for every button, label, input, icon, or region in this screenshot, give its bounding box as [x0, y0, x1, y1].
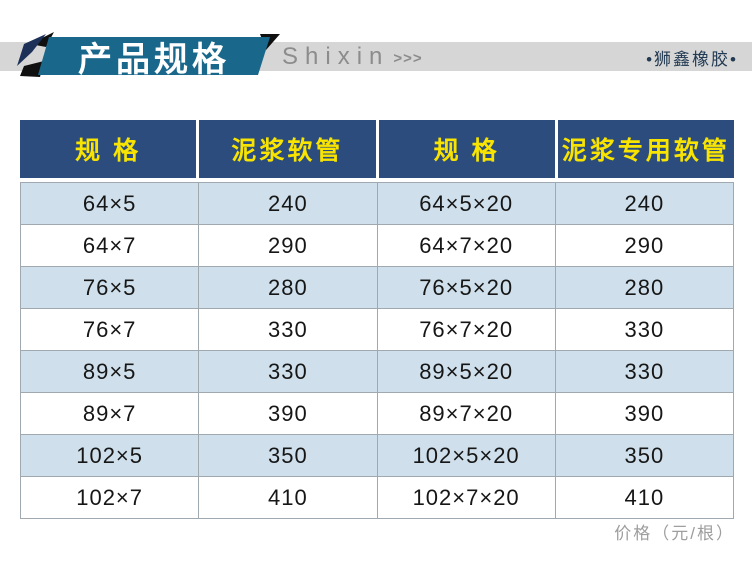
- spec-cell: 89×7: [19, 392, 200, 435]
- table-row: 89×7 390 89×7×20 390: [19, 392, 735, 435]
- table-row: 76×5 280 76×5×20 280: [19, 266, 735, 309]
- chevrons-right-icon: >>>: [393, 50, 423, 67]
- spec-cell: 76×5: [19, 266, 200, 309]
- spec-cell: 89×5×20: [376, 350, 556, 393]
- price-cell: 350: [198, 434, 378, 477]
- spec-cell: 102×5×20: [376, 434, 556, 477]
- price-cell: 330: [554, 308, 735, 351]
- price-cell: 240: [554, 182, 735, 225]
- table-row: 64×5 240 64×5×20 240: [19, 182, 735, 225]
- brand-latin-word: Shixin: [282, 43, 390, 70]
- spec-cell: 64×7×20: [376, 224, 556, 267]
- title-plate: [38, 37, 270, 75]
- spec-cell: 102×7: [19, 476, 200, 519]
- spec-cell: 102×7×20: [376, 476, 556, 519]
- spec-cell: 64×5: [19, 182, 200, 225]
- price-unit-note: 价格（元/根）: [614, 524, 735, 543]
- spec-cell: 64×7: [19, 224, 200, 267]
- spec-table: 规 格 泥浆软管 规 格 泥浆专用软管 64×5 240 64×5×20 240…: [19, 120, 735, 519]
- price-cell: 350: [554, 434, 735, 477]
- column-header-mud-special-hose: 泥浆专用软管: [554, 120, 734, 178]
- price-cell: 390: [198, 392, 378, 435]
- spec-cell: 76×7: [19, 308, 200, 351]
- spec-cell: 89×5: [19, 350, 200, 393]
- table-row: 89×5 330 89×5×20 330: [19, 350, 735, 393]
- price-cell: 410: [198, 476, 378, 519]
- spec-cell: 102×5: [19, 434, 200, 477]
- column-header-mud-hose: 泥浆软管: [196, 120, 375, 178]
- brand-latin: Shixin >>>: [282, 42, 423, 72]
- column-header-spec-2: 规 格: [375, 120, 555, 178]
- table-row: 76×7 330 76×7×20 330: [19, 308, 735, 351]
- logo-flag-icon: [17, 34, 46, 66]
- table-header-row: 规 格 泥浆软管 规 格 泥浆专用软管: [20, 120, 734, 178]
- spec-cell: 64×5×20: [376, 182, 556, 225]
- table-row: 64×7 290 64×7×20 290: [19, 224, 735, 267]
- page-title: 产品规格: [78, 40, 230, 79]
- price-cell: 410: [554, 476, 735, 519]
- logo-black-fold-bottom: [20, 61, 44, 77]
- price-cell: 330: [198, 350, 378, 393]
- table-row: 102×5 350 102×5×20 350: [19, 434, 735, 477]
- price-cell: 390: [554, 392, 735, 435]
- spec-cell: 76×7×20: [376, 308, 556, 351]
- spec-cell: 89×7×20: [376, 392, 556, 435]
- price-cell: 330: [554, 350, 735, 393]
- price-cell: 280: [198, 266, 378, 309]
- table-body: 64×5 240 64×5×20 240 64×7 290 64×7×20 29…: [19, 182, 735, 519]
- banner-decoration: [0, 32, 752, 77]
- price-cell: 280: [554, 266, 735, 309]
- price-cell: 290: [554, 224, 735, 267]
- table-row: 102×7 410 102×7×20 410: [19, 476, 735, 519]
- price-cell: 330: [198, 308, 378, 351]
- price-cell: 240: [198, 182, 378, 225]
- brand-chinese: •狮鑫橡胶•: [646, 49, 738, 69]
- price-cell: 290: [198, 224, 378, 267]
- column-header-spec-1: 规 格: [75, 137, 142, 165]
- spec-cell: 76×5×20: [376, 266, 556, 309]
